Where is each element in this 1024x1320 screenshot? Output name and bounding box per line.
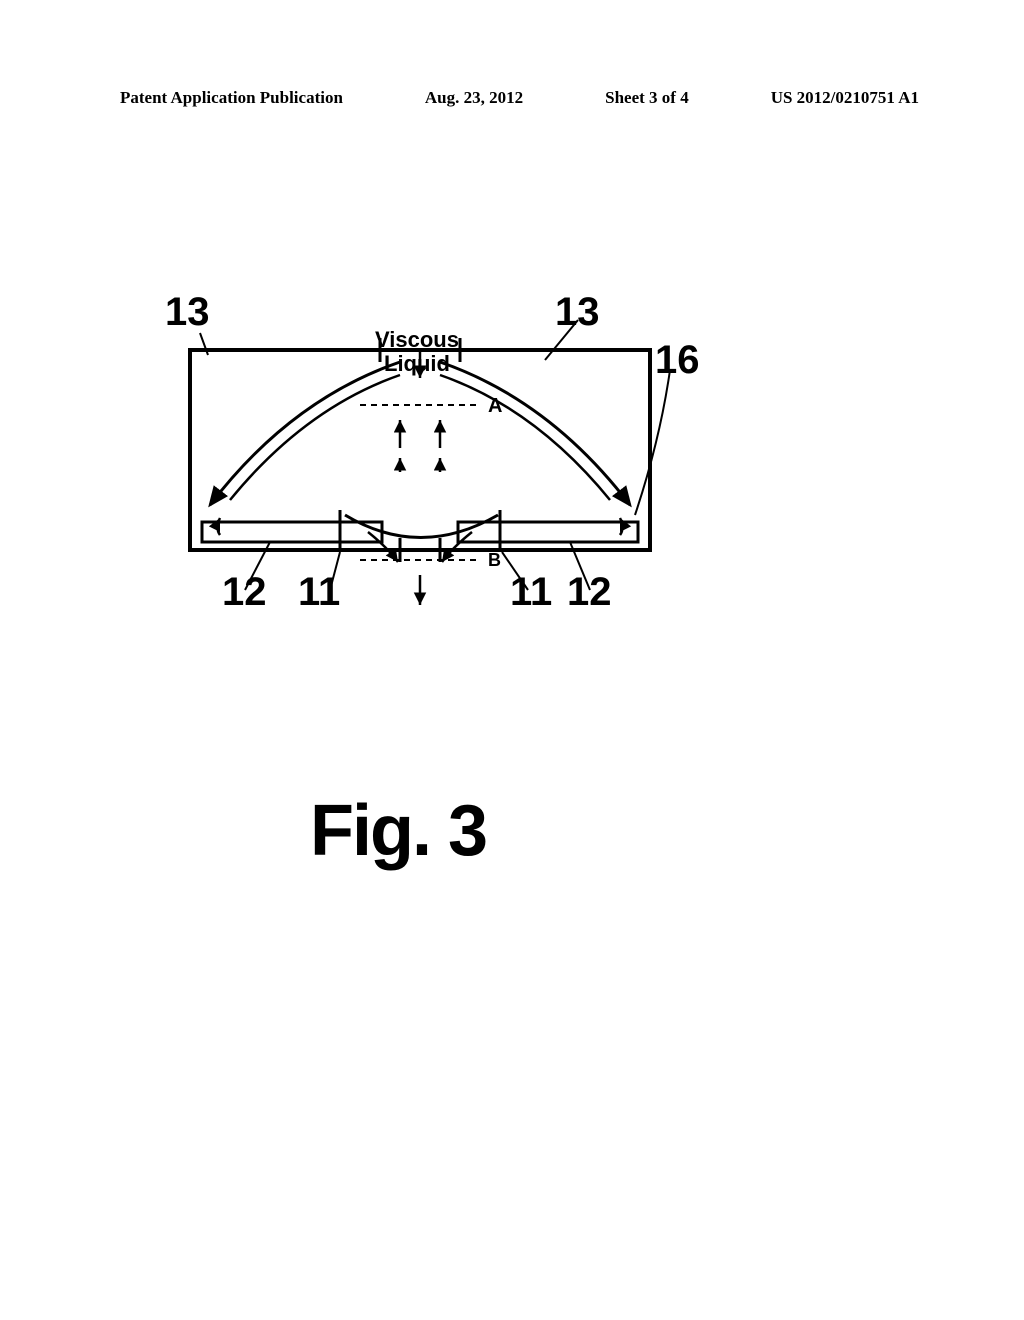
figure-caption: Fig. 3 <box>310 790 486 872</box>
patent-figure: A B <box>140 300 700 780</box>
svg-text:B: B <box>488 550 501 570</box>
publication-number: US 2012/0210751 A1 <box>771 88 919 108</box>
sheet-number: Sheet 3 of 4 <box>605 88 689 108</box>
svg-text:A: A <box>488 395 502 417</box>
publication-type: Patent Application Publication <box>120 88 343 108</box>
publication-date: Aug. 23, 2012 <box>425 88 523 108</box>
figure-svg: A B <box>140 300 700 780</box>
